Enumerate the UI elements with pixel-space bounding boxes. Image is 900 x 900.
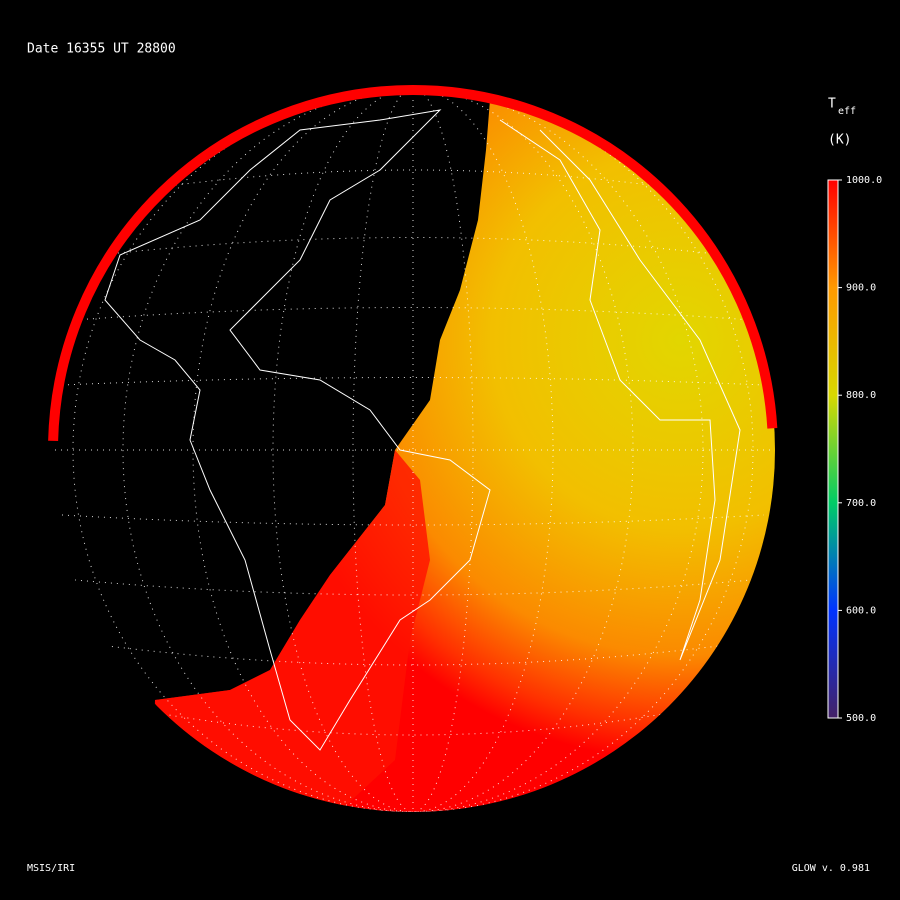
colorbar: [827, 179, 839, 719]
day-rim: [48, 85, 778, 815]
colorbar-tick-label: 500.0: [846, 713, 876, 724]
coastline: [104, 109, 491, 751]
colorbar-tick-label: 800.0: [846, 390, 876, 401]
globe: [51, 88, 775, 812]
colorbar-tick-label: 700.0: [846, 498, 876, 509]
header-title: Date 16355 UT 28800: [27, 42, 176, 57]
footer-left: MSIS/IRI: [27, 863, 75, 874]
colorbar-tick-label: 900.0: [846, 283, 876, 294]
colorbar-symbol: T: [828, 97, 836, 112]
colorbar-tick-label: 600.0: [846, 605, 876, 616]
graticule: [55, 88, 771, 812]
colorbar-unit: (K): [828, 133, 851, 148]
footer-right: GLOW v. 0.981: [792, 863, 870, 874]
colorbar-subscript: eff: [838, 106, 856, 117]
colorbar-tick-label: 1000.0: [846, 175, 882, 186]
